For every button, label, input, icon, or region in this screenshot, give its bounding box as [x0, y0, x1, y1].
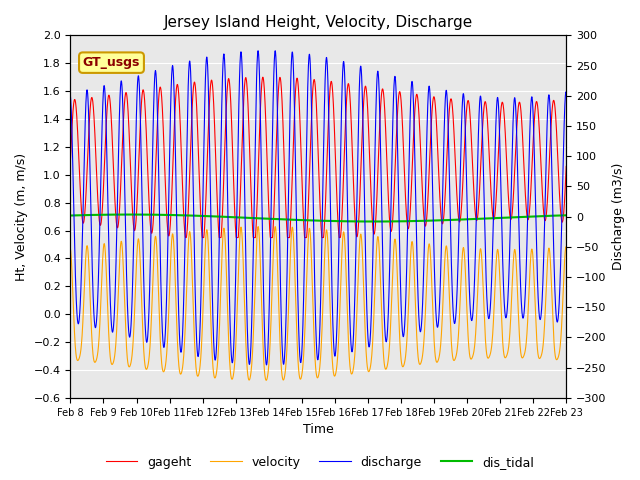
- discharge: [67, 93, 74, 98]
- dis_tidal: [439, 217, 447, 223]
- dis_tidal: [563, 213, 570, 218]
- dis_tidal: [476, 216, 484, 222]
- velocity: [476, 250, 484, 255]
- gageht: [67, 158, 74, 164]
- discharge: [439, 171, 447, 177]
- gageht: [413, 91, 420, 97]
- gageht: [381, 110, 388, 116]
- discharge: [224, 196, 232, 202]
- dis_tidal: [67, 213, 74, 218]
- dis_tidal: [224, 214, 232, 220]
- velocity: [262, 377, 270, 383]
- discharge: [413, 245, 420, 251]
- Text: GT_usgs: GT_usgs: [83, 56, 140, 69]
- discharge: [563, 89, 570, 95]
- discharge: [476, 98, 484, 104]
- gageht: [439, 219, 447, 225]
- Y-axis label: Ht, Velocity (m, m/s): Ht, Velocity (m, m/s): [15, 153, 28, 281]
- Y-axis label: Discharge (m3/s): Discharge (m3/s): [612, 163, 625, 270]
- Line: gageht: gageht: [70, 77, 566, 238]
- velocity: [413, 330, 420, 336]
- gageht: [563, 164, 570, 169]
- gageht: [224, 80, 232, 85]
- discharge: [413, 237, 420, 243]
- velocity: [413, 333, 420, 339]
- velocity: [563, 244, 570, 250]
- discharge: [254, 48, 262, 54]
- gageht: [413, 92, 420, 97]
- Title: Jersey Island Height, Velocity, Discharge: Jersey Island Height, Velocity, Discharg…: [164, 15, 473, 30]
- velocity: [381, 365, 388, 371]
- Legend: gageht, velocity, discharge, dis_tidal: gageht, velocity, discharge, dis_tidal: [101, 451, 539, 474]
- Line: dis_tidal: dis_tidal: [70, 215, 566, 221]
- dis_tidal: [413, 218, 420, 224]
- Line: velocity: velocity: [70, 227, 566, 380]
- discharge: [263, 362, 271, 368]
- velocity: [254, 224, 262, 229]
- dis_tidal: [413, 218, 420, 224]
- gageht: [182, 235, 189, 240]
- velocity: [224, 309, 232, 314]
- dis_tidal: [381, 218, 388, 224]
- gageht: [476, 183, 484, 189]
- velocity: [439, 296, 447, 302]
- Line: discharge: discharge: [70, 51, 566, 365]
- velocity: [67, 246, 74, 252]
- discharge: [381, 327, 388, 333]
- dis_tidal: [127, 212, 134, 217]
- dis_tidal: [371, 218, 378, 224]
- gageht: [259, 74, 267, 80]
- X-axis label: Time: Time: [303, 423, 333, 436]
